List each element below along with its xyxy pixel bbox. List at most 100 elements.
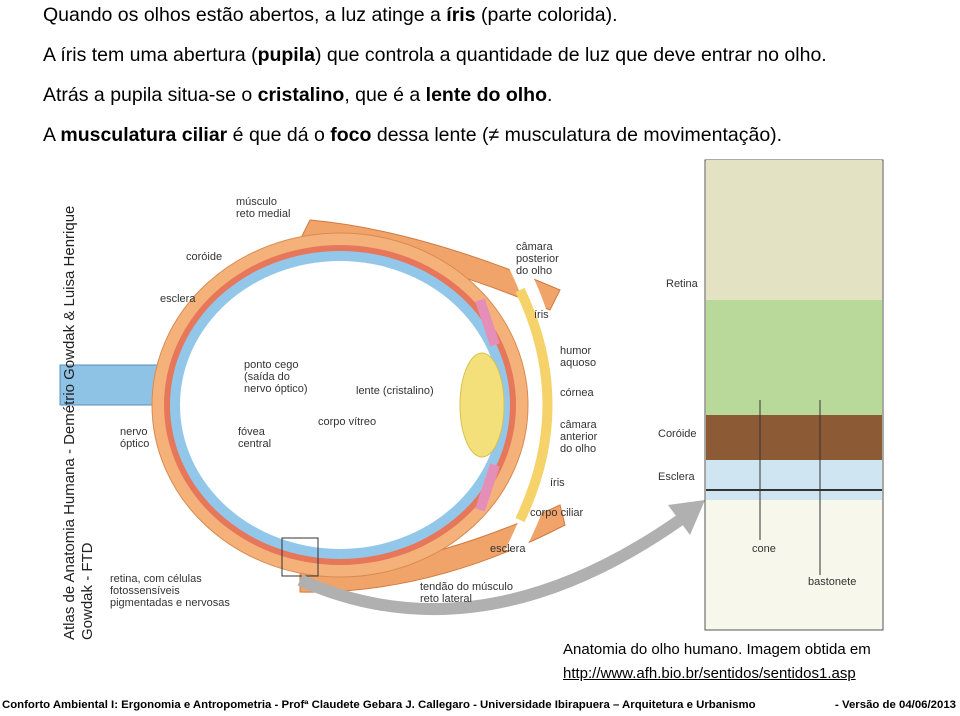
bold-text: pupila [257, 44, 315, 66]
label: lente (cristalino) [356, 385, 434, 397]
label-line: coróide [186, 251, 222, 263]
credit: Atlas de Anatomia Humana - Demétrio Gowd… [61, 206, 96, 640]
intro-text: Quando os olhos estão abertos, a luz ati… [43, 2, 958, 162]
arrow-head [668, 500, 705, 535]
label-line: fotossensíveis [110, 585, 180, 597]
label: Esclera [658, 471, 696, 483]
label-line: tendão do músculo [420, 581, 513, 593]
label: íris [534, 309, 549, 321]
caption: Anatomia do olho humano. Imagem obtida e… [563, 638, 871, 686]
label: esclera [160, 293, 196, 305]
bold-text: cristalino [257, 84, 345, 106]
text: Quando os olhos estão abertos, a luz ati… [43, 4, 447, 26]
label: câmara posterior do olho [516, 241, 559, 277]
intro-line: A íris tem uma abertura (pupila) que con… [43, 42, 958, 82]
credit-line: Gowdak - FTD [79, 542, 96, 640]
label: fóvea central [238, 426, 271, 450]
credit-line: Atlas de Anatomia Humana - Demétrio Gowd… [61, 206, 78, 640]
label-line: corpo ciliar [530, 507, 584, 519]
label: corpo ciliar [530, 507, 584, 519]
text: ) que controla a quantidade de luz que d… [315, 44, 827, 66]
iris [475, 298, 500, 512]
intro-line: A musculatura ciliar é que dá o foco des… [43, 122, 958, 162]
bold-text: musculatura ciliar [60, 124, 228, 146]
label: íris [550, 477, 565, 489]
label-line: lente (cristalino) [356, 385, 434, 397]
retina-layer [706, 300, 882, 415]
label: nervo óptico [120, 426, 149, 450]
label-line: humor [560, 345, 592, 357]
label: ponto cego (saída do nervo óptico) [244, 359, 308, 395]
label-line: cone [752, 543, 776, 555]
retina-layer [706, 160, 882, 300]
label-line: aquoso [560, 357, 596, 369]
label-line: íris [534, 309, 549, 321]
labels: músculo reto medial coróide esclera ponto ce… [110, 196, 856, 609]
label-line: Coróide [658, 428, 697, 440]
label-line: câmara [560, 419, 598, 431]
label-line: anterior [560, 431, 598, 443]
label: tendão do músculo reto lateral [420, 581, 513, 605]
intro-line: Quando os olhos estão abertos, a luz ati… [43, 2, 958, 42]
label-line: reto medial [236, 208, 290, 220]
label-line: posterior [516, 253, 559, 265]
label-line: Retina [666, 278, 699, 290]
label: músculo reto medial [236, 196, 290, 220]
intro-line: Atrás a pupila situa-se o cristalino, qu… [43, 82, 958, 122]
label-line: músculo [236, 196, 277, 208]
label-line: nervo óptico) [244, 383, 308, 395]
lens [459, 352, 505, 458]
label-line: esclera [160, 293, 196, 305]
label-line: fóvea [238, 426, 266, 438]
choroid-layer [706, 415, 882, 460]
bold-text: lente do olho [425, 84, 547, 106]
text: (parte colorida). [475, 4, 618, 26]
label-line: reto lateral [420, 593, 472, 605]
label-line: câmara [516, 241, 554, 253]
detail-box [281, 537, 319, 577]
text: é que dá o [227, 124, 331, 146]
label-line: do olho [560, 443, 596, 455]
text: Atrás a pupila situa-se o [43, 84, 258, 106]
label: bastonete [808, 576, 856, 588]
front-chamber [505, 260, 563, 550]
label-line: retina, com células [110, 573, 202, 585]
label: Coróide [658, 428, 697, 440]
label: humor aquoso [560, 345, 596, 369]
label-line: nervo [120, 426, 148, 438]
label-line: do olho [516, 265, 552, 277]
cornea [515, 287, 553, 523]
label: coróide [186, 251, 222, 263]
bold-text: íris [446, 4, 476, 26]
label: retina, com células fotossensíveis pigment… [110, 573, 230, 609]
label-line: ponto cego [244, 359, 298, 371]
sclera-layer [706, 460, 882, 500]
label-line: central [238, 438, 271, 450]
label-line: corpo vítreo [318, 416, 376, 428]
text: . [546, 84, 553, 106]
eye-figure: músculo reto medial coróide esclera ponto ce… [59, 159, 884, 640]
footer-left: Conforto Ambiental I: Ergonomia e Antrop… [2, 699, 756, 711]
label-line: esclera [490, 543, 526, 555]
label: córnea [560, 387, 595, 399]
caption-link[interactable]: http://www.afh.bio.br/sentidos/sentidos1… [563, 665, 856, 682]
label: Retina [666, 278, 699, 290]
label-line: Esclera [658, 471, 696, 483]
label: cone [752, 543, 776, 555]
label-line: bastonete [808, 576, 856, 588]
text: , que é a [344, 84, 426, 106]
label: câmara anterior do olho [560, 419, 598, 455]
label-line: córnea [560, 387, 595, 399]
bold-text: foco [330, 124, 372, 146]
label-line: óptico [120, 438, 149, 450]
footer-right: - Versão de 04/06/2013 [835, 699, 956, 711]
arrow [297, 515, 684, 616]
label-line: pigmentadas e nervosas [110, 597, 230, 609]
label: corpo vítreo [318, 416, 376, 428]
label-line: íris [550, 477, 565, 489]
label: esclera [490, 543, 526, 555]
vitreous-body [180, 261, 500, 549]
label-line: (saída do [244, 371, 290, 383]
caption-text: Anatomia do olho humano. Imagem obtida e… [563, 641, 871, 658]
